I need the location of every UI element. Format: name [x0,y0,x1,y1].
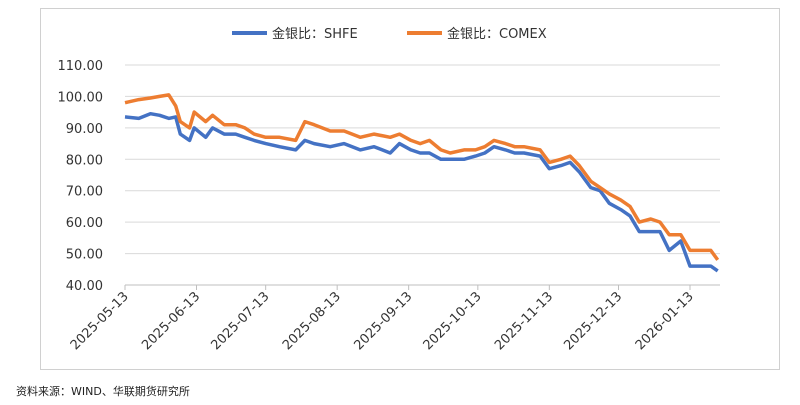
chart-frame [40,8,780,370]
y-tick-label: 90.00 [66,122,103,137]
y-tick-label: 110.00 [58,59,104,74]
x-tick-label: 2025-08-13 [280,289,344,353]
series-line [124,93,720,261]
x-tick-label: 2025-05-13 [68,289,132,353]
x-tick-label: 2025-12-13 [561,289,625,353]
x-tick-label: 2025-11-13 [492,289,556,353]
y-tick-label: 40.00 [66,279,103,294]
y-tick-label: 100.00 [58,90,104,105]
line-chart: 40.00 50.00 60.00 70.00 80.00 90.00 100.00 110.… [58,26,720,353]
y-tick-label: 70.00 [66,185,103,200]
x-tick-label: 2025-06-13 [139,289,203,353]
x-tick-label: 2025-10-13 [421,289,485,353]
y-tick-label: 50.00 [66,248,103,263]
series-line [124,111,719,273]
x-tick-label: 2025-09-13 [351,289,415,353]
legend-label: 金银比：COMEX [447,26,547,42]
y-tick-label: 60.00 [66,216,103,231]
source-note: 资料来源：WIND、华联期货研究所 [16,385,190,398]
legend-label: 金银比：SHFE [272,26,358,42]
y-tick-label: 80.00 [66,153,103,168]
x-tick-label: 2026-01-13 [633,289,697,353]
x-tick-label: 2025-07-13 [208,289,272,353]
